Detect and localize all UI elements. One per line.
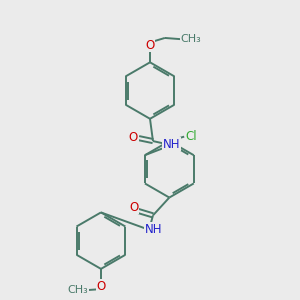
Text: NH: NH <box>163 138 180 151</box>
Text: O: O <box>146 39 154 52</box>
Text: NH: NH <box>145 223 162 236</box>
Text: CH₃: CH₃ <box>68 285 88 295</box>
Text: O: O <box>129 201 138 214</box>
Text: CH₃: CH₃ <box>180 34 201 44</box>
Text: Cl: Cl <box>186 130 197 143</box>
Text: O: O <box>96 280 106 292</box>
Text: O: O <box>129 131 138 144</box>
